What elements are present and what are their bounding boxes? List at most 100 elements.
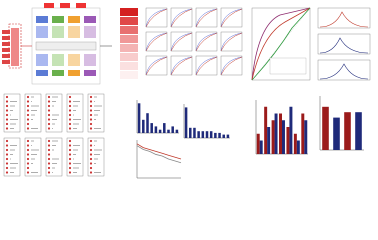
roc-panel: [170, 55, 193, 76]
dot: [89, 157, 93, 161]
dot: [26, 122, 30, 126]
bar: [209, 131, 213, 138]
dot: [47, 113, 51, 117]
dot-panels: [3, 93, 105, 177]
roc-curve: [195, 56, 218, 76]
dot: [47, 109, 51, 112]
roc-curve: [220, 32, 243, 52]
dot: [47, 127, 51, 130]
dot-panel: [87, 137, 105, 177]
heat-column: [120, 8, 138, 79]
dot: [68, 95, 72, 99]
dot: [89, 100, 93, 103]
roc-panel: [145, 55, 168, 76]
bar: [296, 140, 300, 154]
roc-panel: [170, 7, 193, 28]
bar: [171, 126, 174, 133]
dot: [89, 109, 93, 112]
dot: [5, 171, 9, 174]
bar: [222, 134, 225, 138]
dot: [5, 157, 9, 161]
dot: [47, 104, 51, 108]
dot: [89, 95, 93, 99]
dot: [5, 144, 9, 147]
roc-panel: [220, 7, 243, 28]
bar: [146, 113, 149, 133]
line: [136, 143, 182, 160]
dot: [26, 157, 30, 161]
dot: [26, 127, 30, 130]
roc-curve: [145, 8, 168, 28]
dot: [47, 144, 51, 147]
bar: [189, 127, 192, 138]
dot-panel: [45, 93, 63, 133]
dot: [89, 162, 93, 165]
roc-curve: [220, 56, 243, 76]
roc-curve: [220, 8, 243, 28]
bar: [163, 123, 166, 133]
dot: [26, 166, 30, 170]
dot: [5, 104, 9, 108]
bar: [158, 129, 162, 133]
dot: [68, 148, 72, 152]
dot: [26, 113, 30, 117]
dot: [68, 109, 72, 112]
dot: [26, 148, 30, 152]
bar: [259, 140, 263, 154]
dot: [89, 144, 93, 147]
dot: [47, 95, 51, 99]
bar: [355, 112, 362, 150]
dot: [89, 127, 93, 130]
dot: [68, 139, 72, 143]
bar: [201, 131, 205, 138]
dot: [26, 139, 30, 143]
dot: [5, 118, 9, 121]
roc-curve: [170, 56, 193, 76]
bar: [304, 120, 308, 154]
dot: [47, 100, 51, 103]
bar: [218, 132, 221, 138]
bar: [274, 113, 278, 154]
dot: [68, 162, 72, 165]
bar: [193, 127, 196, 138]
roc-curve: [170, 32, 193, 52]
bar: [214, 132, 217, 138]
dot-panel: [3, 137, 21, 177]
roc-curve: [145, 56, 168, 76]
bar: [175, 129, 179, 133]
roc-curve: [195, 8, 218, 28]
dot: [47, 118, 51, 121]
dot: [26, 104, 30, 108]
dot: [68, 104, 72, 108]
bar: [184, 107, 188, 138]
roc-panel: [170, 31, 193, 52]
dot: [26, 171, 30, 174]
bar: [282, 120, 285, 154]
bar: [264, 106, 268, 154]
dot: [68, 157, 72, 161]
roc-panel: [195, 55, 218, 76]
roc-curve: [145, 56, 168, 76]
dot: [89, 139, 93, 143]
dot: [47, 171, 51, 174]
dot: [68, 144, 72, 147]
bar: [333, 117, 340, 150]
bar: [226, 134, 230, 138]
bar: [167, 129, 170, 133]
dot: [5, 148, 9, 152]
figure: [2, 3, 371, 179]
dot: [5, 166, 9, 170]
line: [136, 145, 182, 164]
dot: [68, 118, 72, 121]
dot: [89, 166, 93, 170]
roc-curve: [195, 32, 218, 52]
bar: [150, 123, 153, 133]
dot: [47, 157, 51, 161]
dot: [5, 122, 9, 126]
roc-curve: [145, 8, 168, 28]
bar: [142, 119, 145, 133]
dot: [89, 104, 93, 108]
dot: [47, 162, 51, 165]
roc-curve: [220, 56, 243, 76]
dot-panel: [45, 137, 63, 177]
